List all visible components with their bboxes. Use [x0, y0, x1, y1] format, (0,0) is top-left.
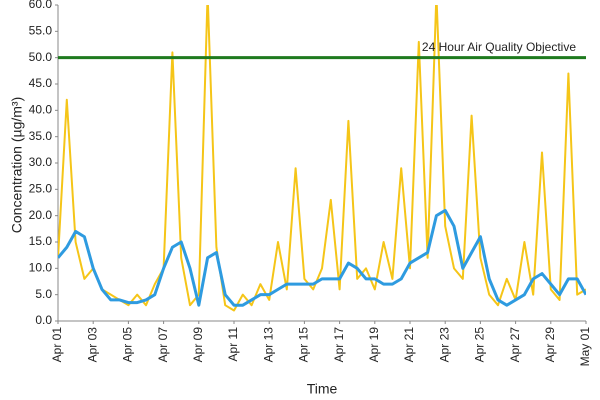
x-tick-label: Apr 01 [50, 327, 64, 363]
x-axis-label: Time [307, 381, 338, 397]
x-tick-label: Apr 07 [156, 327, 170, 363]
plot [58, 5, 586, 312]
y-tick-label: 40.0 [29, 103, 53, 117]
y-tick-label: 55.0 [29, 24, 53, 38]
y-axis-label: Concentration (µg/m³) [9, 97, 25, 233]
y-tick-label: 5.0 [35, 287, 52, 301]
y-tick-label: 35.0 [29, 129, 53, 143]
x-tick-label: Apr 29 [543, 327, 557, 363]
x-tick-label: Apr 21 [402, 327, 416, 363]
x-tick-label: Apr 11 [226, 327, 240, 362]
objective-label: 24 Hour Air Quality Objective [422, 40, 576, 54]
x-tick-label: Apr 25 [473, 327, 487, 363]
x-tick-label: Apr 27 [508, 327, 522, 363]
x-tick-label: Apr 09 [191, 327, 205, 363]
x-tick-label: Apr 13 [261, 327, 275, 363]
x-tick-label: May 01 [578, 327, 592, 367]
x-tick-label: Apr 05 [121, 327, 135, 363]
y-tick-label: 60.0 [29, 0, 53, 11]
x-tick-label: Apr 17 [332, 327, 346, 363]
x-tick-label: Apr 23 [437, 327, 451, 363]
x-tick-label: Apr 19 [367, 327, 381, 363]
y-tick-label: 15.0 [29, 234, 53, 248]
y-tick-label: 20.0 [29, 208, 53, 222]
x-tick-label: Apr 15 [297, 327, 311, 363]
y-tick-label: 0.0 [35, 313, 52, 327]
y-tick-label: 45.0 [29, 76, 53, 90]
y-tick-label: 10.0 [29, 261, 53, 275]
data-line [58, 5, 586, 312]
y-tick-label: 50.0 [29, 50, 53, 64]
y-tick-label: 30.0 [29, 155, 53, 169]
data-line [58, 208, 586, 307]
x-tick-label: Apr 03 [85, 327, 99, 363]
y-tick-label: 25.0 [29, 182, 53, 196]
